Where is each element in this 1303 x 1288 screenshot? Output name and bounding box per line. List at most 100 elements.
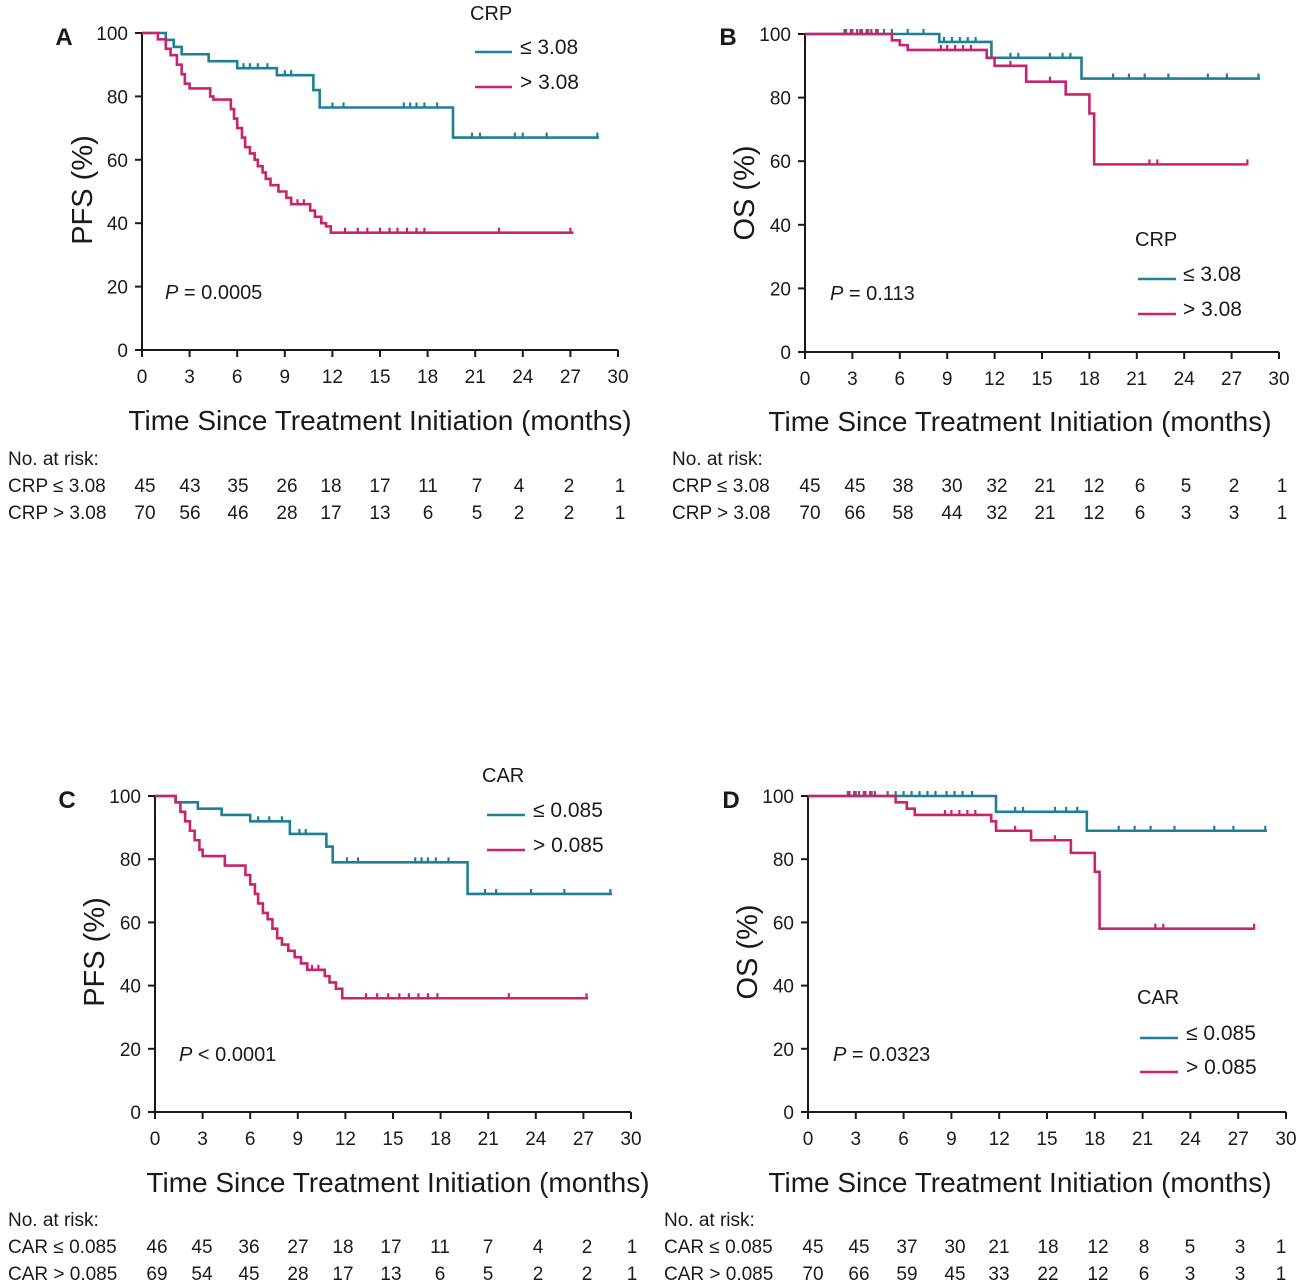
y-tick-label: 80 — [120, 850, 141, 871]
risk-count: 35 — [227, 476, 249, 497]
y-tick-label: 100 — [109, 787, 141, 808]
risk-count: 3 — [1228, 503, 1240, 524]
risk-count: 2 — [1228, 476, 1240, 497]
risk-count: 1 — [614, 476, 626, 497]
y-axis-label: OS (%) — [732, 904, 764, 999]
risk-count: 33 — [988, 1264, 1010, 1285]
survival-curve-low — [142, 31, 599, 139]
x-tick-label: 0 — [150, 1129, 161, 1150]
legend-label: ≤ 3.08 — [520, 36, 578, 59]
risk-count: 32 — [986, 503, 1008, 524]
x-tick-label: 24 — [1174, 369, 1196, 390]
risk-count: 27 — [287, 1237, 309, 1258]
risk-count: 7 — [471, 476, 483, 497]
y-tick-label: 0 — [783, 1103, 794, 1124]
legend-title: CAR — [1137, 987, 1179, 1009]
risk-count: 30 — [941, 476, 963, 497]
x-tick-label: 0 — [800, 369, 811, 390]
risk-row: CAR ≤ 0.085 45 45 37 30 21 18 12 8 5 3 1 — [664, 1234, 1286, 1261]
y-tick-label: 0 — [780, 343, 791, 364]
risk-count: 44 — [941, 503, 963, 524]
risk-count: 66 — [848, 1264, 870, 1285]
x-tick-label: 21 — [465, 367, 486, 388]
risk-count: 54 — [191, 1264, 213, 1285]
x-tick-label: 30 — [620, 1129, 641, 1150]
risk-row: CAR > 0.085 70 66 59 45 33 22 12 6 3 3 1 — [664, 1261, 1286, 1288]
x-tick-label: 9 — [946, 1129, 957, 1150]
panel-letter: C — [58, 787, 75, 814]
risk-count: 11 — [430, 1237, 450, 1258]
risk-count: 28 — [276, 503, 298, 524]
x-tick-label: 27 — [560, 367, 581, 388]
x-tick-label: 27 — [1221, 369, 1242, 390]
risk-count: 17 — [332, 1264, 354, 1285]
risk-count: 5 — [482, 1264, 494, 1285]
risk-count: 5 — [471, 503, 483, 524]
survival-curve-high — [142, 31, 574, 235]
legend-label: > 0.085 — [533, 834, 604, 857]
risk-header: No. at risk: — [672, 449, 763, 470]
y-tick-label: 40 — [773, 977, 794, 998]
risk-count: 6 — [422, 503, 434, 524]
risk-count: 32 — [986, 476, 1008, 497]
x-tick-label: 27 — [573, 1129, 594, 1150]
x-tick-label: 18 — [417, 367, 438, 388]
risk-count: 3 — [1234, 1264, 1246, 1285]
legend-title: CRP — [470, 3, 512, 25]
survival-curve-high — [808, 794, 1255, 931]
y-tick-label: 40 — [770, 216, 791, 237]
risk-count: 5 — [1180, 476, 1192, 497]
risk-count: 2 — [563, 503, 575, 524]
risk-count: 18 — [332, 1237, 354, 1258]
risk-count: 13 — [380, 1264, 402, 1285]
x-tick-label: 15 — [1036, 1129, 1057, 1150]
x-tick-label: 9 — [293, 1129, 304, 1150]
risk-count: 6 — [1138, 1264, 1150, 1285]
risk-count: 1 — [1275, 1237, 1287, 1258]
x-tick-label: 15 — [1031, 369, 1052, 390]
x-axis-label: Time Since Treatment Initiation (months) — [768, 406, 1271, 437]
risk-count: 56 — [179, 503, 201, 524]
risk-count: 2 — [513, 503, 525, 524]
risk-count: 6 — [1134, 476, 1146, 497]
x-tick-label: 21 — [1132, 1129, 1153, 1150]
y-tick-label: 40 — [107, 214, 128, 235]
legend-label: > 3.08 — [1183, 298, 1242, 321]
x-tick-label: 12 — [984, 369, 1005, 390]
x-tick-label: 9 — [280, 367, 291, 388]
panel-c: C 0 20 40 60 80 100 0 3 6 9 12 15 18 21 24 27 30 PFS (%) Ti… — [58, 765, 649, 1198]
risk-count: 1 — [1275, 1264, 1287, 1285]
y-tick-label: 60 — [107, 151, 128, 172]
p-value-annotation: P < 0.0001 — [179, 1044, 276, 1066]
risk-count: 18 — [1037, 1237, 1059, 1258]
risk-count: 12 — [1087, 1264, 1109, 1285]
risk-count: 8 — [1138, 1237, 1150, 1258]
risk-count: 46 — [146, 1237, 168, 1258]
x-tick-label: 24 — [1180, 1129, 1202, 1150]
risk-count: 4 — [532, 1237, 544, 1258]
risk-header: No. at risk: — [8, 1210, 99, 1231]
risk-row-label: CRP > 3.08 — [8, 503, 107, 524]
risk-count: 43 — [179, 476, 201, 497]
legend-label: > 3.08 — [520, 71, 579, 94]
y-tick-label: 100 — [96, 24, 128, 45]
risk-row: CAR ≤ 0.085 46 45 36 27 18 17 11 7 4 2 1 — [8, 1234, 637, 1261]
y-tick-label: 80 — [770, 89, 791, 110]
risk-row-label: CAR ≤ 0.085 — [664, 1237, 773, 1258]
y-tick-label: 60 — [770, 152, 791, 173]
risk-count: 46 — [227, 503, 249, 524]
risk-count: 17 — [369, 476, 391, 497]
x-tick-label: 0 — [803, 1129, 814, 1150]
x-tick-label: 27 — [1228, 1129, 1249, 1150]
risk-count: 45 — [844, 476, 866, 497]
risk-count: 45 — [134, 476, 156, 497]
risk-count: 21 — [988, 1237, 1010, 1258]
risk-count: 3 — [1180, 503, 1192, 524]
risk-count: 69 — [146, 1264, 168, 1285]
x-tick-label: 24 — [525, 1129, 547, 1150]
risk-count: 45 — [848, 1237, 870, 1258]
y-tick-label: 100 — [762, 787, 794, 808]
risk-table-d: No. at risk: CAR ≤ 0.085 45 45 37 30 21 18 12 8 5 3… — [664, 1207, 1286, 1288]
y-tick-label: 20 — [107, 278, 128, 299]
risk-count: 3 — [1234, 1237, 1246, 1258]
